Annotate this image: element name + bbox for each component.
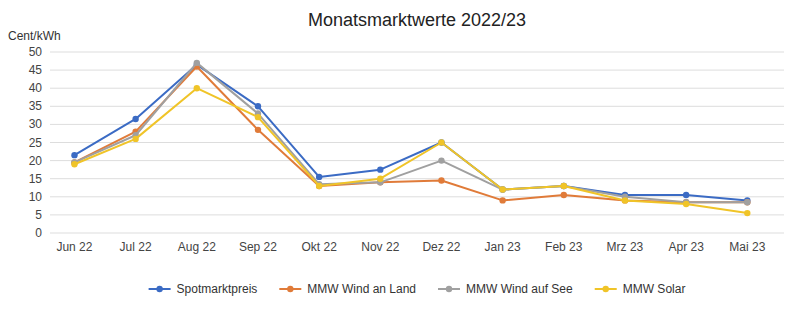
legend-marker bbox=[156, 286, 162, 292]
x-tick-label: Nov 22 bbox=[361, 240, 399, 254]
point bbox=[438, 157, 444, 163]
y-tick-label: 15 bbox=[29, 172, 43, 186]
legend-label: Spotmarktpreis bbox=[177, 282, 258, 296]
y-tick-label: 40 bbox=[29, 81, 43, 95]
x-tick-label: Mai 23 bbox=[729, 240, 765, 254]
y-tick-label: 10 bbox=[29, 190, 43, 204]
point bbox=[132, 136, 138, 142]
grid-line bbox=[50, 88, 784, 89]
legend-item: MMW Wind auf See bbox=[438, 282, 573, 296]
point bbox=[255, 127, 261, 133]
point bbox=[744, 199, 750, 205]
point bbox=[194, 60, 200, 66]
point bbox=[683, 201, 689, 207]
y-tick-label: 30 bbox=[29, 117, 43, 131]
legend: Spotmarktpreis MMW Wind an Land MMW Wind a… bbox=[149, 282, 686, 296]
point bbox=[438, 139, 444, 145]
y-tick-label: 35 bbox=[29, 99, 43, 113]
x-tick-label: Mrz 23 bbox=[607, 240, 644, 254]
title: Monatsmarktwerte 2022/23 bbox=[308, 10, 526, 30]
legend-label: MMW Solar bbox=[623, 282, 686, 296]
grid-line bbox=[50, 142, 784, 143]
point bbox=[561, 183, 567, 189]
point bbox=[71, 152, 77, 158]
point bbox=[132, 116, 138, 122]
point bbox=[499, 197, 505, 203]
point bbox=[377, 166, 383, 172]
point bbox=[622, 197, 628, 203]
point bbox=[622, 197, 628, 203]
point bbox=[744, 210, 750, 216]
x-tick-label: Aug 22 bbox=[178, 240, 216, 254]
x-tick-label: Okt 22 bbox=[301, 240, 337, 254]
point bbox=[438, 139, 444, 145]
grid-line bbox=[50, 196, 784, 197]
y-tick-label: 25 bbox=[29, 136, 43, 150]
point bbox=[499, 186, 505, 192]
grid-line bbox=[50, 124, 784, 125]
legend-marker bbox=[603, 286, 609, 292]
y-tick-label: 5 bbox=[35, 208, 42, 222]
point bbox=[683, 192, 689, 198]
legend-item: MMW Solar bbox=[595, 282, 686, 296]
x-tick-label: Jan 23 bbox=[485, 240, 521, 254]
y-label: Cent/kWh bbox=[8, 29, 61, 43]
grid-line bbox=[50, 160, 784, 161]
point bbox=[316, 174, 322, 180]
point bbox=[194, 85, 200, 91]
grid-line bbox=[50, 70, 784, 71]
x-tick-label: Dez 22 bbox=[422, 240, 460, 254]
point bbox=[499, 186, 505, 192]
point bbox=[561, 183, 567, 189]
y-tick-label: 0 bbox=[35, 226, 42, 240]
legend-label: MMW Wind an Land bbox=[307, 282, 416, 296]
point bbox=[561, 183, 567, 189]
point bbox=[316, 183, 322, 189]
legend-marker bbox=[446, 286, 452, 292]
grid-line bbox=[50, 233, 784, 234]
grid-line bbox=[50, 52, 784, 53]
point bbox=[255, 103, 261, 109]
legend-label: MMW Wind auf See bbox=[466, 282, 573, 296]
x-tick-label: Jun 22 bbox=[56, 240, 92, 254]
chart: Monatsmarktwerte 2022/23 Cent/kWh 0 5 10 15 20… bbox=[0, 0, 800, 311]
grid-line bbox=[50, 214, 784, 215]
series-line bbox=[74, 63, 747, 202]
x-tick-label: Sep 22 bbox=[239, 240, 277, 254]
y-tick-label: 20 bbox=[29, 154, 43, 168]
point bbox=[377, 176, 383, 182]
x-tick-label: Apr 23 bbox=[668, 240, 704, 254]
series-line bbox=[74, 65, 747, 201]
series-line bbox=[74, 88, 747, 213]
point bbox=[316, 183, 322, 189]
point bbox=[255, 114, 261, 120]
legend-item: MMW Wind an Land bbox=[279, 282, 416, 296]
point bbox=[744, 199, 750, 205]
legend-marker bbox=[287, 286, 293, 292]
grid-line bbox=[50, 178, 784, 179]
point bbox=[499, 186, 505, 192]
y-tick-label: 45 bbox=[29, 63, 43, 77]
y-axis: 0 5 10 15 20 25 30 35 40 45 50 bbox=[29, 45, 784, 240]
x-tick-label: Jul 22 bbox=[120, 240, 152, 254]
legend-item: Spotmarktpreis bbox=[149, 282, 258, 296]
point bbox=[561, 192, 567, 198]
y-tick-label: 50 bbox=[29, 45, 43, 59]
point bbox=[71, 161, 77, 167]
x-axis: Jun 22 Jul 22 Aug 22 Sep 22 Okt 22 Nov 22 Dez … bbox=[56, 240, 765, 254]
plot-area bbox=[71, 60, 750, 217]
point bbox=[438, 177, 444, 183]
x-tick-label: Feb 23 bbox=[545, 240, 583, 254]
